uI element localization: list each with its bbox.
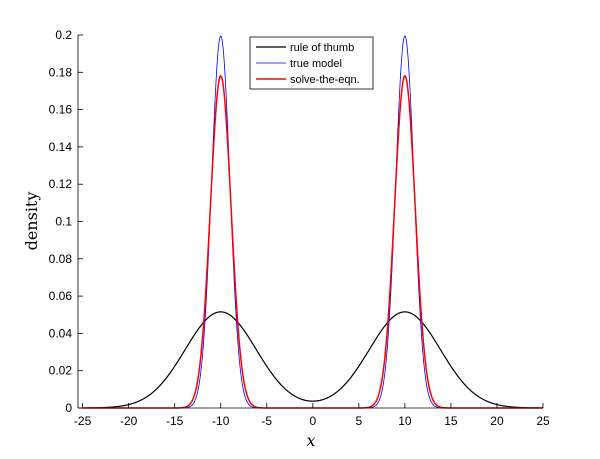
y-tick-label: 0.08 — [49, 252, 73, 266]
x-tick-label: 20 — [490, 414, 504, 428]
y-axis-label: density — [22, 192, 41, 251]
x-tick-label: -15 — [166, 414, 184, 428]
y-tick-label: 0.1 — [55, 215, 72, 229]
legend-label-rule-of-thumb: rule of thumb — [290, 42, 354, 54]
legend: rule of thumb true model solve-the-eqn. — [249, 36, 374, 90]
x-tick-label: 0 — [309, 414, 316, 428]
y-tick-label: 0.2 — [55, 28, 72, 42]
legend-label-solve-the-eqn: solve-the-eqn. — [290, 74, 360, 86]
y-tick-label: 0.06 — [49, 289, 73, 303]
x-tick-label: -20 — [120, 414, 138, 428]
series-line-solve-the-eqn — [82, 74, 543, 409]
x-tick-label: -5 — [261, 414, 272, 428]
x-axis-label: x — [306, 431, 315, 450]
y-tick-label: 0 — [65, 401, 72, 415]
y-tick-label: 0.04 — [49, 326, 73, 340]
series-line-rule-of-thumb — [82, 311, 544, 409]
x-tick-label: -10 — [212, 414, 230, 428]
x-tick-label: -25 — [74, 414, 92, 428]
y-tick-label: 0.16 — [49, 103, 73, 117]
curves — [82, 35, 544, 409]
axes: -25 -20 -15 -10 -5 0 5 10 15 20 25 0 0.02 0.04 0.06 0.0… — [49, 28, 550, 428]
y-tick-label: 0.02 — [49, 364, 73, 378]
y-tick-label: 0.18 — [49, 65, 73, 79]
y-tick-label: 0.12 — [49, 177, 73, 191]
x-tick-label: 10 — [398, 414, 412, 428]
y-tick-label: 0.14 — [49, 140, 73, 154]
x-tick-label: 5 — [355, 414, 362, 428]
x-tick-label: 15 — [444, 414, 458, 428]
x-tick-label: 25 — [536, 414, 550, 428]
legend-label-true-model: true model — [290, 58, 342, 70]
series-line-true-model — [82, 35, 543, 409]
